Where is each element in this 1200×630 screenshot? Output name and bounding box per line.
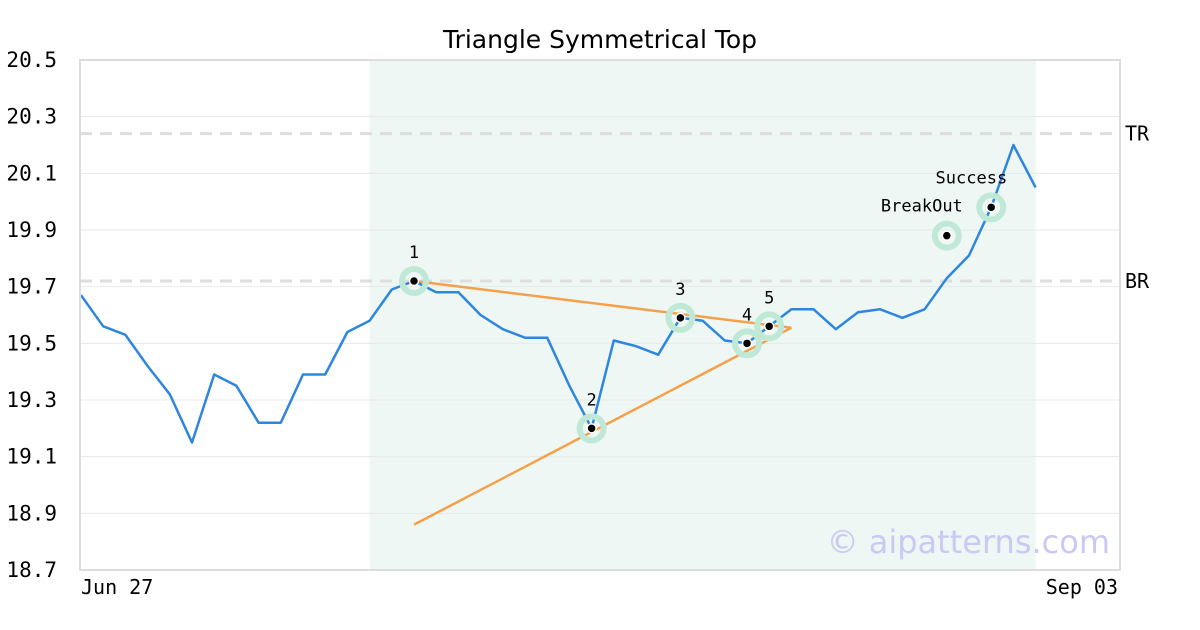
trendline	[413, 279, 792, 329]
pattern-point-label: 2	[586, 390, 596, 410]
y-tick-label: 19.3	[6, 388, 57, 412]
pattern-point-halo	[732, 328, 762, 359]
annotation-dot	[985, 202, 997, 213]
y-tick-label: 18.7	[6, 558, 57, 582]
pattern-point-label: 3	[675, 280, 685, 300]
annotation-halo	[976, 192, 1007, 223]
chart-title: Triangle Symmetrical Top	[442, 25, 757, 54]
watermark: © aipatterns.com	[827, 523, 1110, 561]
y-axis: 20.5 20.3 20.1 19.9 19.7 19.5 19.3 19.1 18.9 18.7	[6, 48, 57, 582]
price-series	[79, 143, 1037, 444]
annotation-halo	[931, 220, 962, 251]
levels: TR BR	[80, 122, 1150, 293]
y-tick-label: 20.1	[6, 161, 57, 185]
x-tick-label: Sep 03	[1046, 575, 1118, 599]
pattern-point-halo	[665, 302, 696, 333]
y-tick-label: 19.7	[6, 275, 57, 299]
level-label: TR	[1125, 122, 1150, 146]
pattern-point-dot	[675, 312, 686, 324]
y-tick-label: 19.1	[6, 445, 57, 469]
pattern-point-label: 4	[742, 305, 752, 325]
y-tick-label: 20.3	[6, 105, 57, 129]
y-tick-label: 19.9	[6, 218, 57, 242]
level-label: BR	[1125, 269, 1150, 293]
highlight-region	[369, 60, 1036, 570]
y-tick-label: 19.5	[6, 331, 57, 355]
pattern-point-label: 5	[764, 288, 774, 308]
y-tick-label: 20.5	[6, 48, 57, 72]
annotation-dot	[941, 230, 953, 241]
markers: 1 2 3 45 BreakOut Success	[399, 168, 1008, 444]
pattern-point-dot	[408, 275, 420, 287]
pattern-point-dot	[741, 338, 753, 349]
series-line	[79, 143, 1037, 444]
plot-frame	[79, 59, 1121, 571]
pattern-point-halo	[399, 266, 429, 296]
highlight-rect	[369, 60, 1036, 570]
annotation-label: BreakOut	[881, 197, 963, 217]
pattern-point-halo	[576, 413, 607, 444]
pattern-point-halo	[754, 311, 785, 342]
x-tick-label: Jun 27	[81, 575, 153, 599]
pattern-point-dot	[586, 423, 597, 434]
pattern-point-label: 1	[409, 243, 419, 263]
y-tick-label: 18.9	[6, 501, 57, 525]
annotation-label: Success	[936, 168, 1008, 188]
pattern-point-dot	[763, 321, 775, 332]
x-axis: Jun 27 Sep 03	[81, 575, 1118, 599]
